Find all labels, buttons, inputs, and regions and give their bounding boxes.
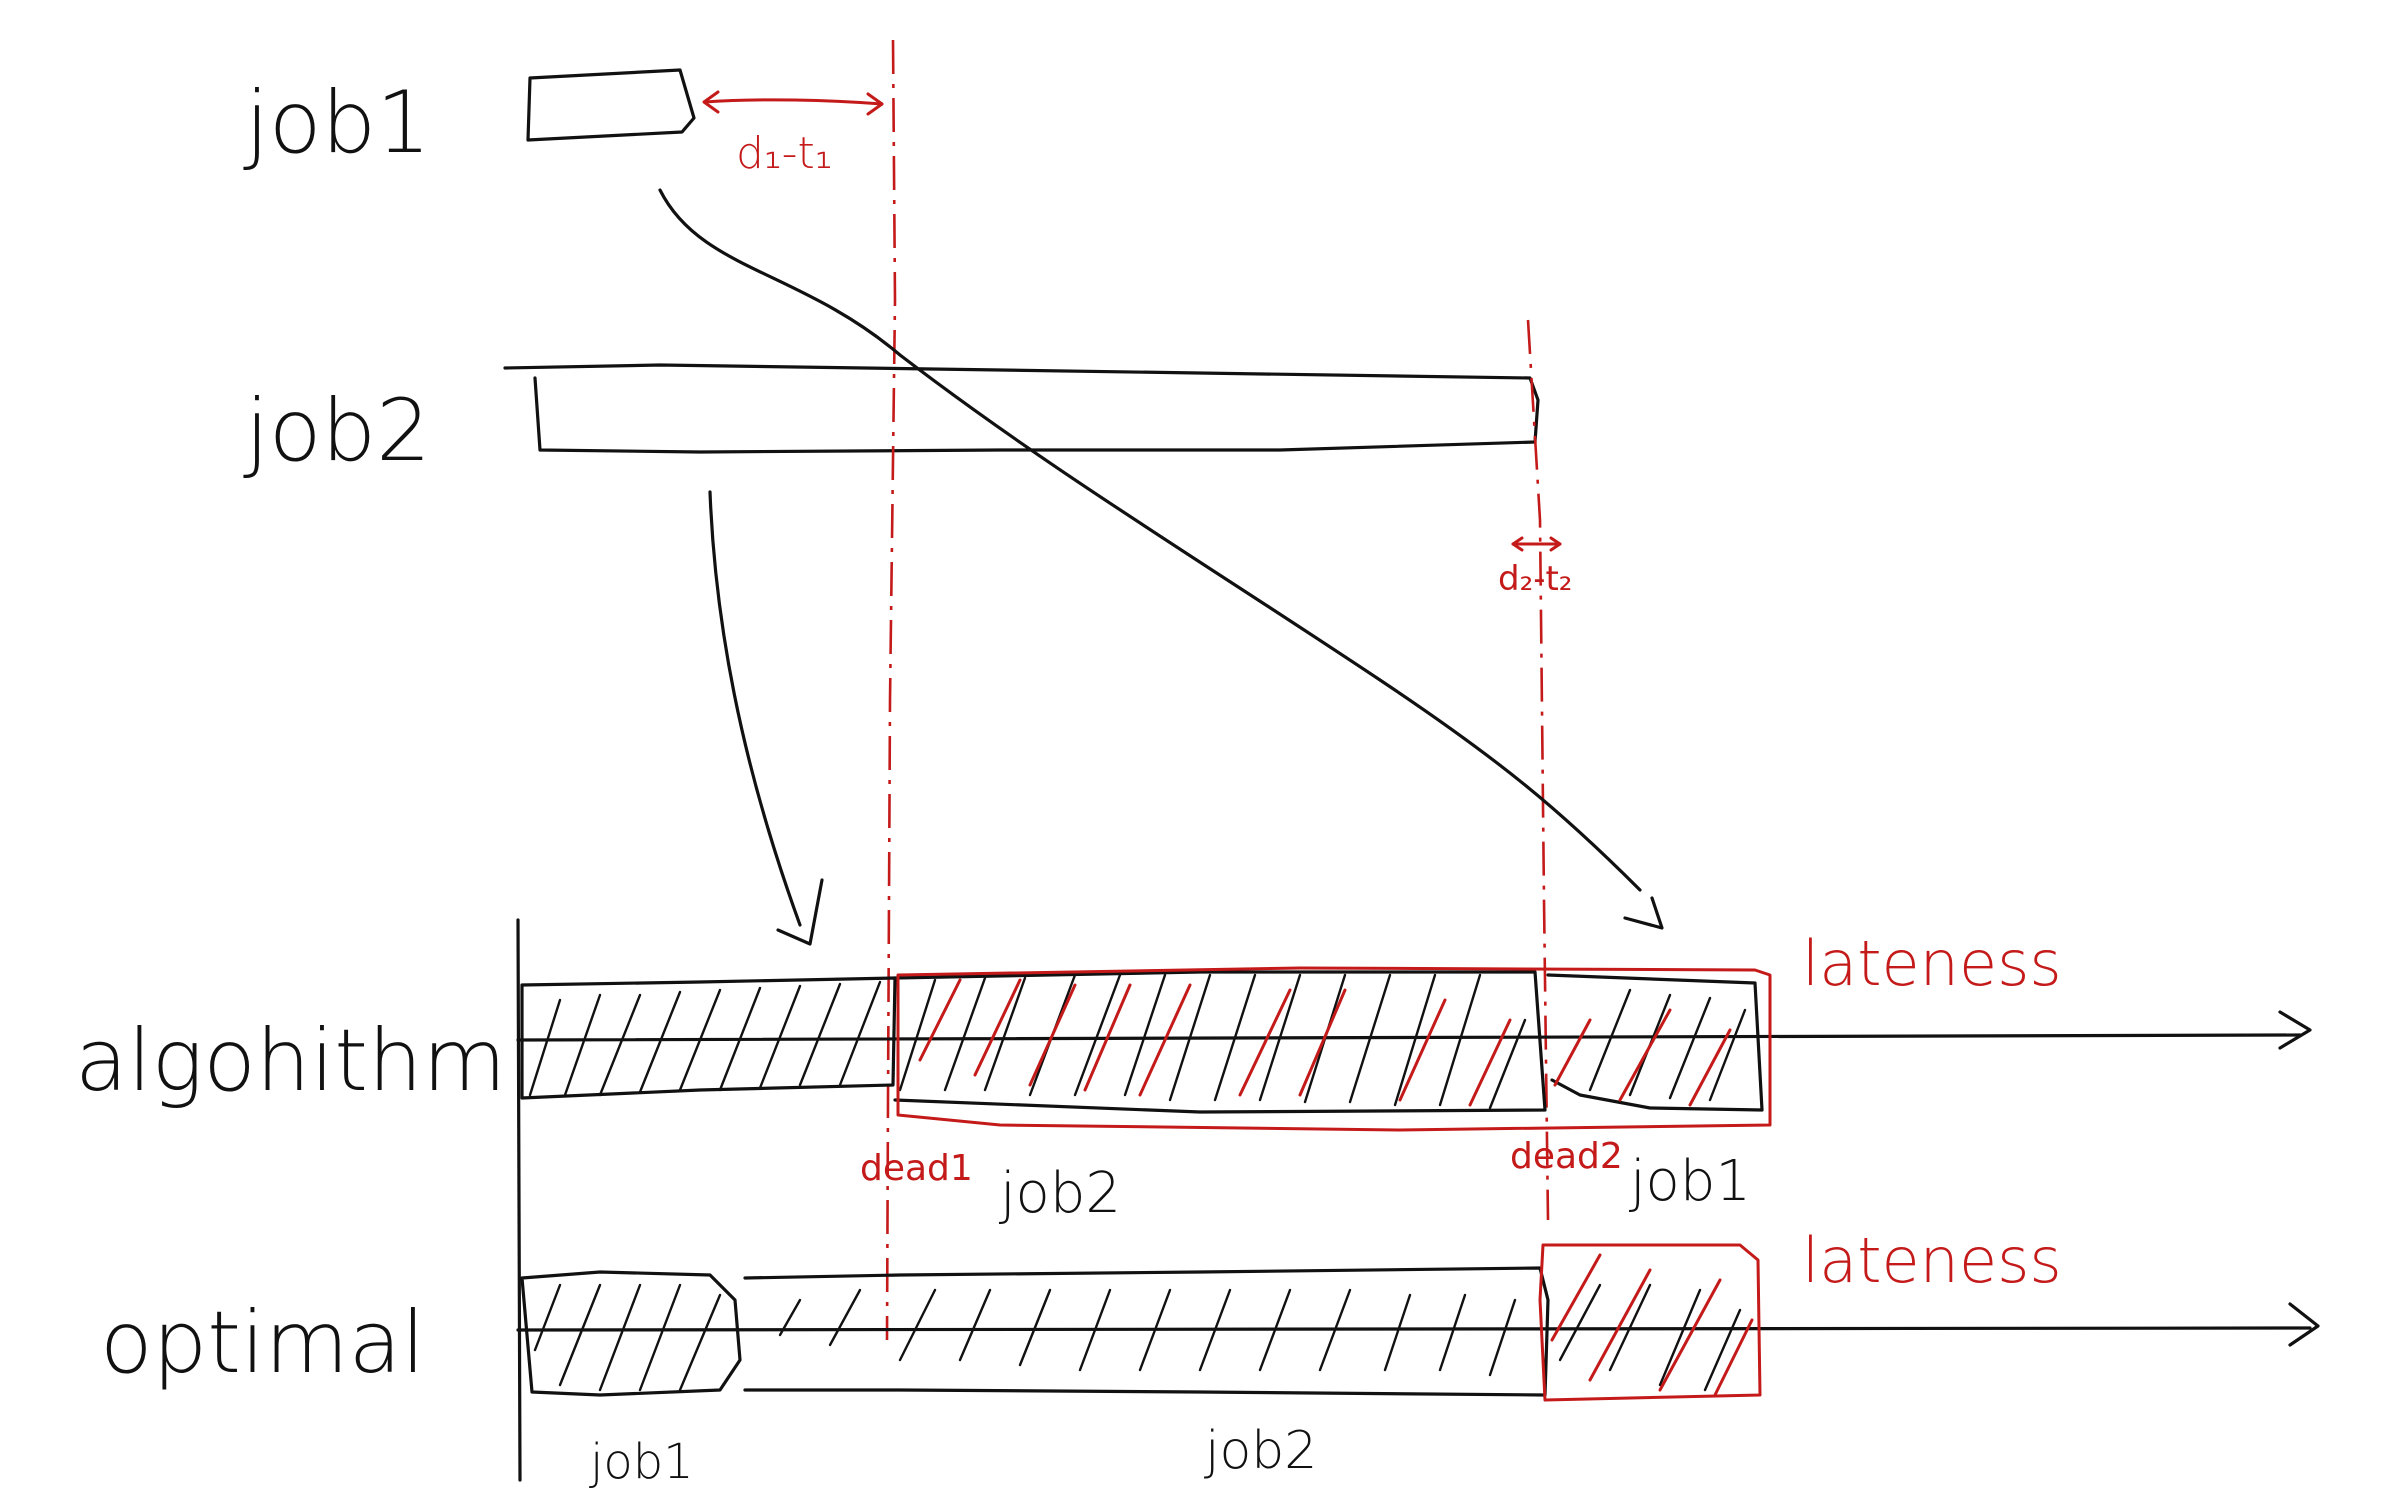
timeline-start-line [516,918,522,1482]
job2-to-algo-curve [708,490,802,927]
opt-job1-box [520,1270,742,1397]
deadline2-line [1526,319,1550,1221]
opt-lateness-label: lateness [1802,1224,2062,1297]
algorithm-axis-arrowhead [2278,1010,2312,1050]
algo-lateness-label: lateness [1802,927,2062,1000]
dead2-label: dead2 [1510,1136,1623,1177]
job1-to-algo-arrowhead [1623,896,1664,930]
algorithm-axis [516,1033,2302,1042]
algo-job1-label: job1 [1628,1149,1751,1214]
optimal-axis-arrowhead [2288,1302,2320,1347]
opt-job1-label: job1 [589,1434,694,1490]
job2-box [503,363,1540,454]
opt-job2-label: job2 [1204,1421,1317,1481]
job2-label: job2 [243,381,431,481]
algo-job2-box [893,970,1547,1114]
opt-hatching-red [1550,1253,1754,1397]
algo-job2-label: job2 [998,1161,1121,1226]
opt-lateness-box [1538,1243,1762,1402]
job1-label: job1 [243,73,431,173]
job2-to-algo-arrowhead [776,878,824,946]
d1-t1-label: d₁-t₁ [736,128,832,179]
algo-hatching-black [528,973,1747,1110]
job1-to-algo-curve [658,188,1642,892]
algo-lateness-box [896,966,1772,1132]
algo-job1-box [1546,973,1764,1112]
algo-hatching-red [918,978,1732,1107]
dead1-label: dead1 [860,1148,973,1189]
d2-t2-label: d₂-t₂ [1498,559,1572,599]
opt-hatching-black [533,1283,1742,1392]
d1-t1-arrow [702,90,884,116]
deadline1-line [885,39,897,1341]
optimal-label: optimal [100,1293,425,1393]
d2-t2-arrow [1511,536,1562,552]
algo-pre-deadline-box [520,976,897,1100]
algorithm-label: algohithm [75,1011,506,1111]
job1-box [526,68,696,142]
optimal-axis [516,1326,2312,1332]
opt-job2-box [743,1266,1550,1397]
